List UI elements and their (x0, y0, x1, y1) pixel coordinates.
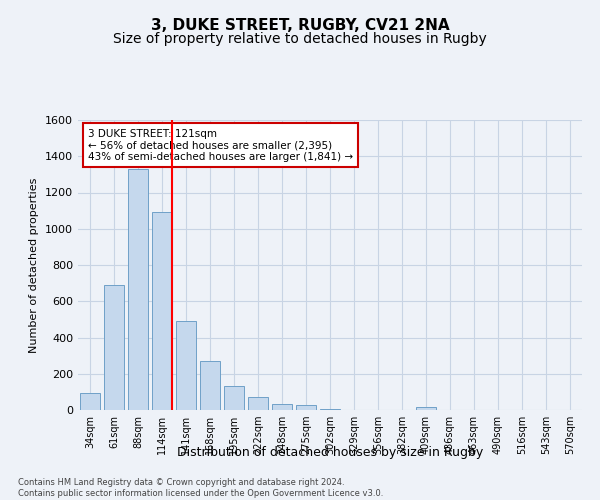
Bar (152, 212, 172, 410)
Y-axis label: Number of detached properties: Number of detached properties (29, 178, 40, 352)
Bar (272, 404, 292, 410)
Bar (320, 409, 340, 410)
Bar (248, 398, 268, 410)
Text: Contains HM Land Registry data © Crown copyright and database right 2024.
Contai: Contains HM Land Registry data © Crown c… (18, 478, 383, 498)
Bar (128, 169, 148, 410)
Bar (80, 393, 100, 410)
Bar (416, 408, 436, 410)
Bar (176, 321, 196, 410)
Bar (200, 361, 220, 410)
Text: Size of property relative to detached houses in Rugby: Size of property relative to detached ho… (113, 32, 487, 46)
Bar (104, 285, 124, 410)
Bar (224, 386, 244, 410)
Text: Distribution of detached houses by size in Rugby: Distribution of detached houses by size … (177, 446, 483, 459)
Bar (296, 404, 316, 410)
Text: 3, DUKE STREET, RUGBY, CV21 2NA: 3, DUKE STREET, RUGBY, CV21 2NA (151, 18, 449, 32)
Text: 3 DUKE STREET: 121sqm
← 56% of detached houses are smaller (2,395)
43% of semi-d: 3 DUKE STREET: 121sqm ← 56% of detached … (88, 128, 353, 162)
